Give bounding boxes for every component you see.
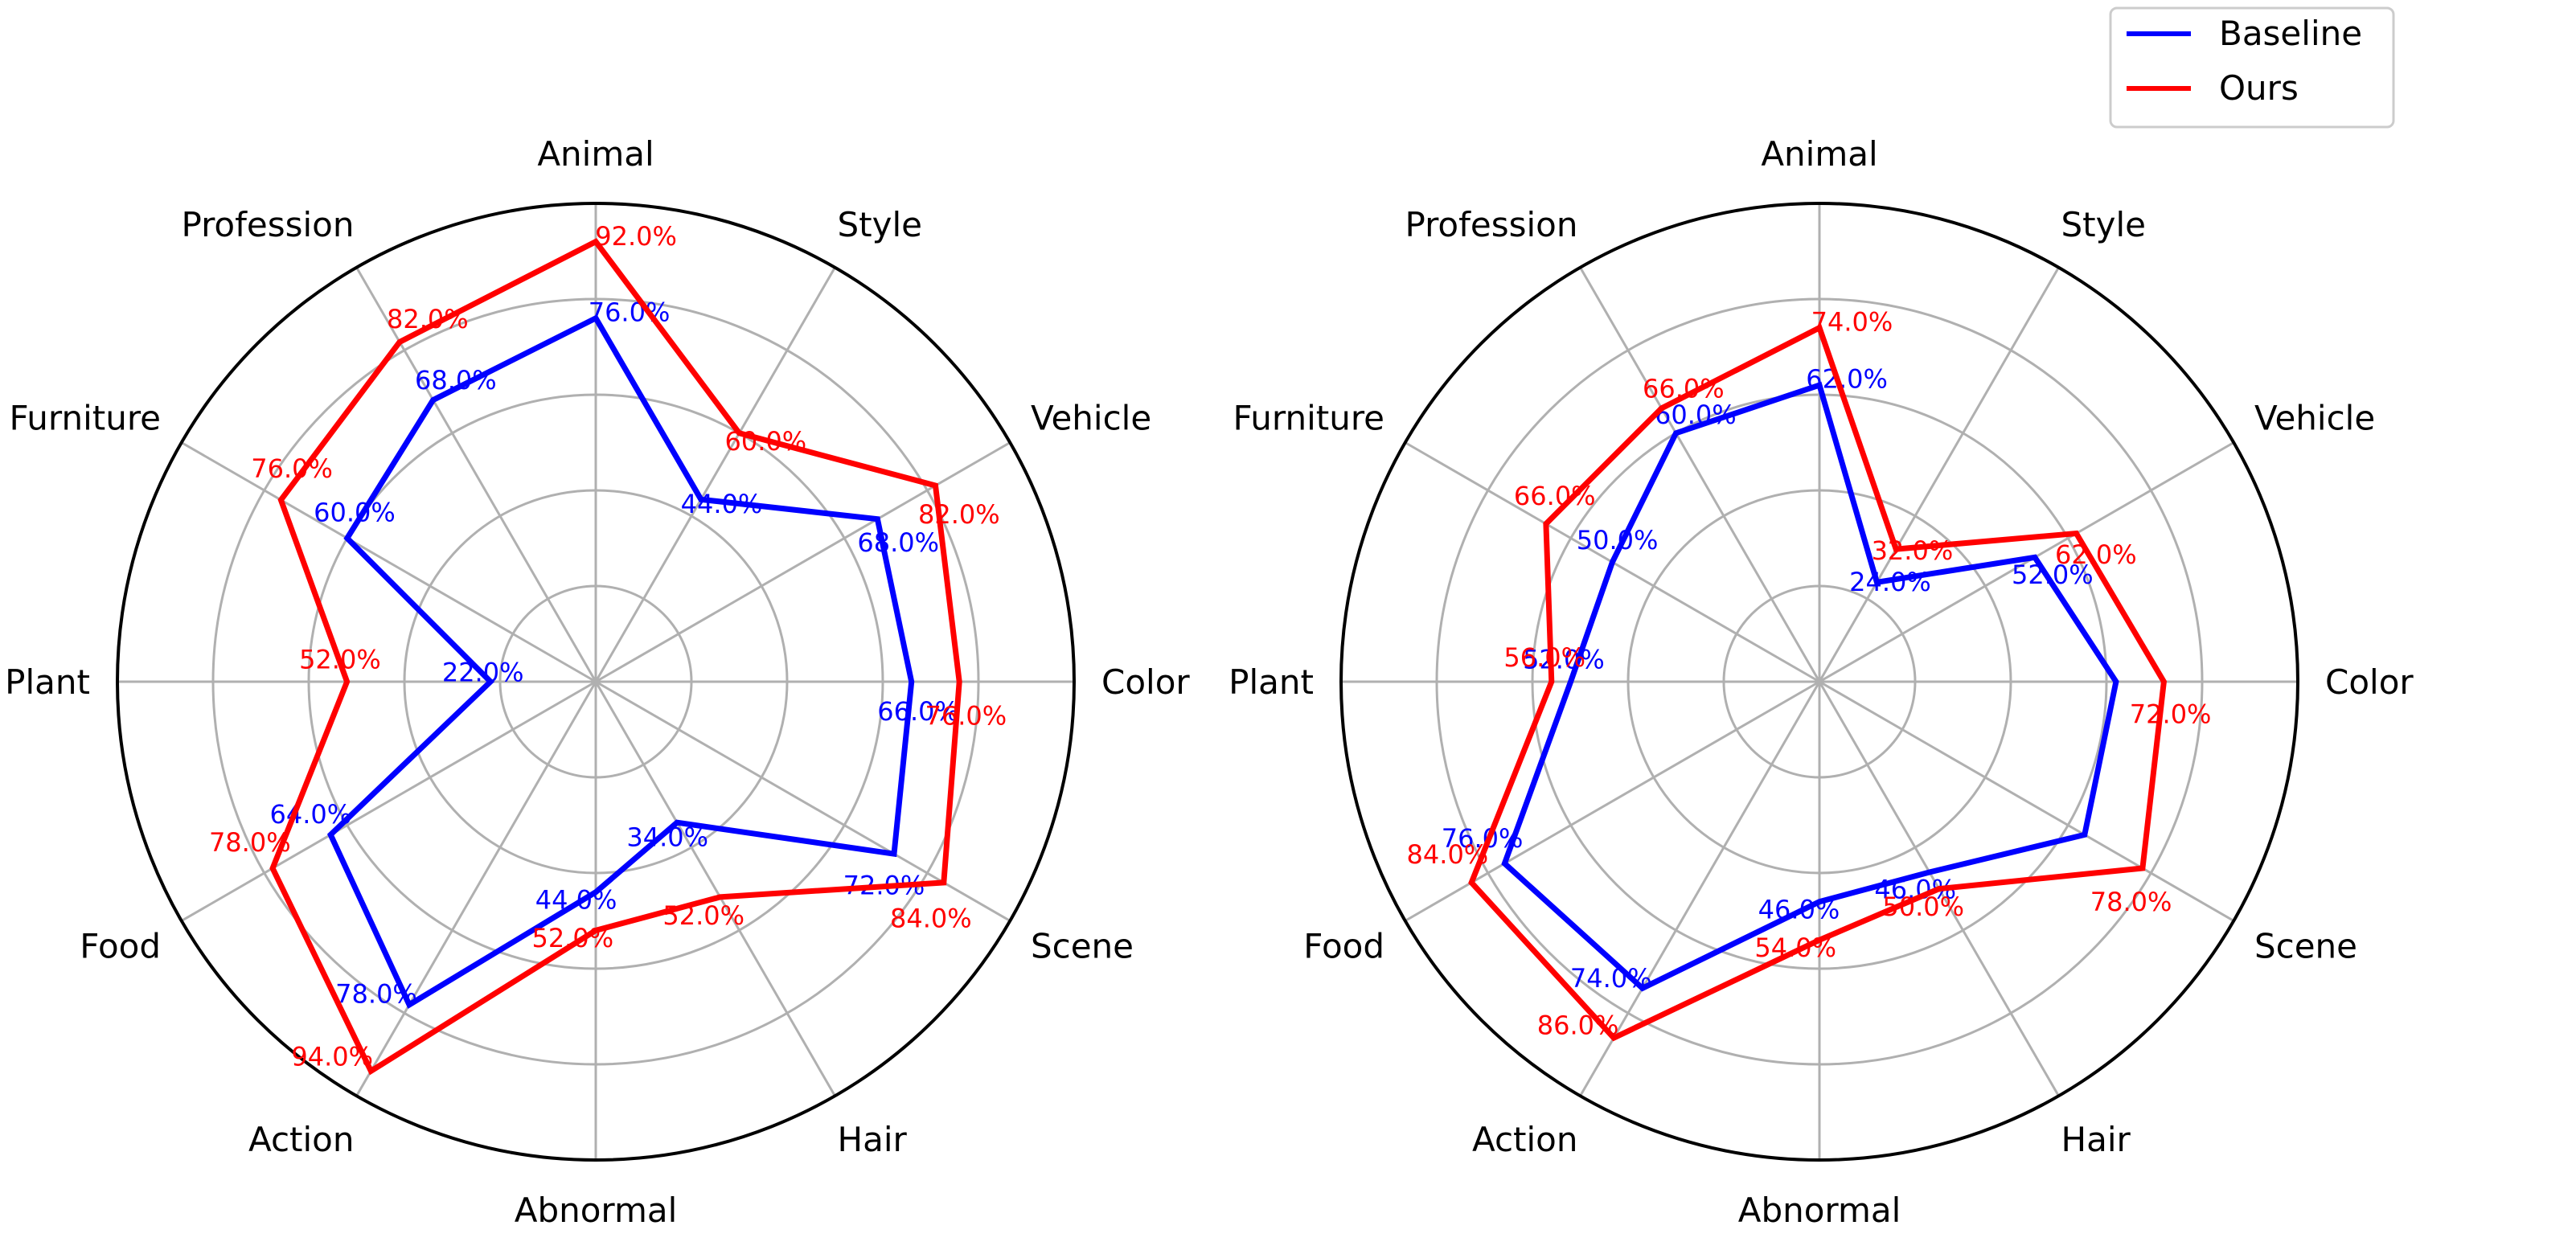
radar-chart-right: Animal Style Vehicle Color Scene Hair Abnormal… xyxy=(1229,134,2414,1230)
data-label-baseline-vehicle: 52.0% xyxy=(2012,560,2094,590)
data-label-baseline-plant: 52.0% xyxy=(1523,644,1605,674)
category-label-color: Color xyxy=(1101,662,1190,702)
polar-frame xyxy=(1339,202,2299,1162)
grid-spoke xyxy=(595,441,1011,683)
category-label-abnormal: Abnormal xyxy=(515,1191,678,1230)
grid-spoke xyxy=(1579,681,1821,1097)
data-label-baseline-abnormal: 46.0% xyxy=(1758,895,1840,925)
data-label-ours-hair: 52.0% xyxy=(662,900,744,931)
data-label-baseline-style: 44.0% xyxy=(681,489,763,519)
data-label-baseline-plant: 22.0% xyxy=(442,657,524,687)
grid-spoke xyxy=(594,681,836,1097)
data-label-baseline-color: 66.0% xyxy=(877,696,959,727)
data-label-baseline-style: 24.0% xyxy=(1849,567,1931,597)
category-label-food: Food xyxy=(80,927,161,966)
data-label-ours-abnormal: 54.0% xyxy=(1754,933,1836,963)
data-label-ours-plant: 52.0% xyxy=(299,644,381,674)
category-label-furniture: Furniture xyxy=(1233,399,1384,438)
category-label-vehicle: Vehicle xyxy=(1031,399,1151,438)
grid-spoke xyxy=(1404,680,1820,922)
data-label-baseline-action: 78.0% xyxy=(335,979,417,1010)
legend-label-ours: Ours xyxy=(2219,68,2299,108)
data-label-ours-food: 84.0% xyxy=(1407,839,1489,870)
category-label-hair: Hair xyxy=(2061,1120,2131,1159)
data-label-baseline-vehicle: 68.0% xyxy=(857,527,939,558)
data-label-ours-scene: 78.0% xyxy=(2090,887,2172,917)
category-label-color: Color xyxy=(2325,662,2414,702)
legend: Baseline Ours xyxy=(2109,6,2395,129)
data-label-baseline-furniture: 60.0% xyxy=(314,498,396,528)
category-label-plant: Plant xyxy=(1229,662,1314,702)
data-label-ours-furniture: 76.0% xyxy=(251,453,333,484)
category-label-plant: Plant xyxy=(5,662,90,702)
data-label-ours-style: 60.0% xyxy=(724,426,806,457)
category-label-animal: Animal xyxy=(1761,134,1877,174)
grid-spoke xyxy=(594,266,836,682)
data-label-baseline-animal: 62.0% xyxy=(1806,364,1888,395)
category-label-scene: Scene xyxy=(2254,927,2357,966)
data-label-ours-plant: 56.0% xyxy=(1503,642,1585,673)
legend-label-baseline: Baseline xyxy=(2219,14,2362,53)
data-label-ours-profession: 82.0% xyxy=(387,304,469,334)
data-label-ours-animal: 74.0% xyxy=(1811,307,1893,338)
radar-chart-left: Animal Style Vehicle Color Scene Hair Abnormal… xyxy=(5,134,1190,1230)
category-label-scene: Scene xyxy=(1031,927,1134,966)
category-label-animal: Animal xyxy=(537,134,654,174)
data-label-ours-profession: 66.0% xyxy=(1643,374,1725,404)
data-label-baseline-action: 74.0% xyxy=(1570,963,1652,994)
polar-frame xyxy=(116,202,1076,1162)
data-label-ours-hair: 50.0% xyxy=(1882,892,1964,922)
grid-spoke xyxy=(180,441,597,683)
data-label-ours-vehicle: 82.0% xyxy=(918,499,1000,530)
data-label-ours-vehicle: 62.0% xyxy=(2055,539,2137,570)
data-label-ours-abnormal: 52.0% xyxy=(531,923,613,953)
data-label-ours-action: 94.0% xyxy=(291,1041,373,1072)
data-label-ours-action: 86.0% xyxy=(1537,1010,1619,1041)
grid-spoke xyxy=(355,681,597,1097)
data-label-ours-furniture: 66.0% xyxy=(1514,481,1596,511)
category-label-profession: Profession xyxy=(181,205,354,244)
category-label-abnormal: Abnormal xyxy=(1738,1191,1901,1230)
data-label-baseline-furniture: 50.0% xyxy=(1577,525,1659,555)
category-label-action: Action xyxy=(1472,1120,1578,1159)
category-label-food: Food xyxy=(1303,927,1384,966)
grid-spoke xyxy=(1579,266,1821,682)
category-label-hair: Hair xyxy=(838,1120,908,1159)
category-label-action: Action xyxy=(248,1120,355,1159)
series-line-baseline xyxy=(1501,381,2119,992)
grid-spoke xyxy=(355,266,597,682)
category-label-furniture: Furniture xyxy=(9,399,161,438)
grid-spoke xyxy=(1819,680,2235,922)
category-label-profession: Profession xyxy=(1405,205,1577,244)
series-line-ours xyxy=(269,238,962,1076)
data-label-ours-color: 72.0% xyxy=(2130,699,2212,729)
category-label-style: Style xyxy=(838,205,923,244)
series-line-ours xyxy=(1468,323,2168,1042)
data-label-ours-style: 32.0% xyxy=(1872,535,1954,566)
data-label-ours-color: 76.0% xyxy=(925,701,1007,732)
data-label-ours-animal: 92.0% xyxy=(595,221,677,252)
data-label-ours-scene: 84.0% xyxy=(890,904,972,934)
grid-spoke xyxy=(1818,266,2060,682)
grid-spoke xyxy=(1819,441,2235,683)
data-label-baseline-hair: 34.0% xyxy=(626,822,708,853)
series-line-baseline xyxy=(326,314,915,1009)
data-label-baseline-abnormal: 44.0% xyxy=(535,885,617,916)
data-label-ours-food: 78.0% xyxy=(209,827,291,858)
grid-spoke xyxy=(180,680,597,922)
data-label-baseline-food: 64.0% xyxy=(270,799,352,830)
category-label-style: Style xyxy=(2061,205,2147,244)
legend-frame xyxy=(2109,6,2395,129)
category-label-vehicle: Vehicle xyxy=(2254,399,2375,438)
data-label-baseline-profession: 68.0% xyxy=(415,365,497,396)
